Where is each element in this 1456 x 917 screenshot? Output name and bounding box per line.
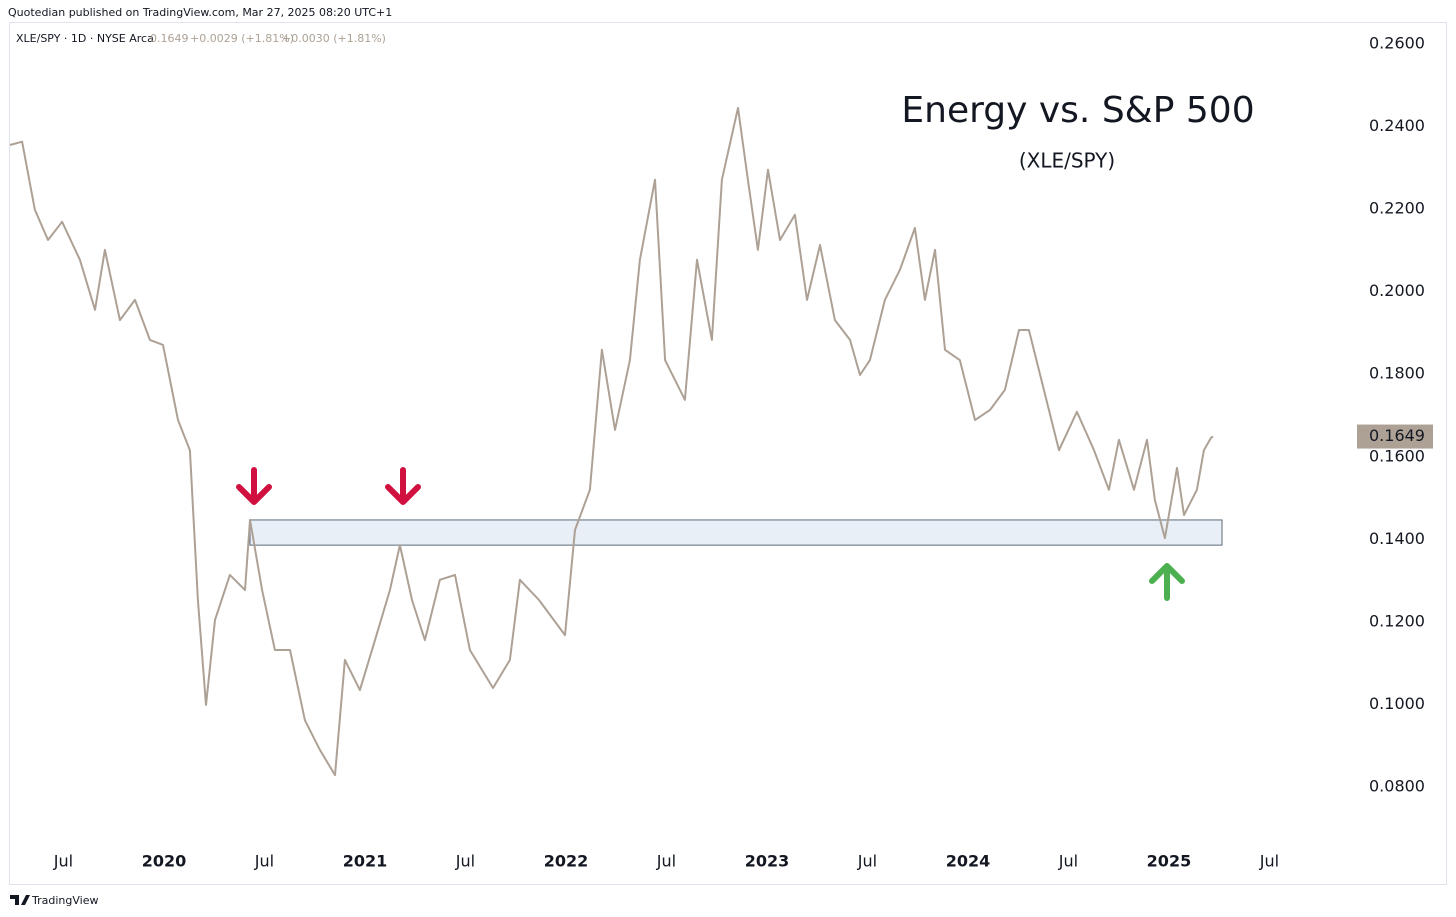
chart-subtitle: (XLE/SPY) bbox=[1019, 149, 1115, 173]
y-tick-label: 0.1000 bbox=[1369, 694, 1425, 713]
price: 0.1649 bbox=[150, 32, 189, 45]
y-tick-label: 0.1600 bbox=[1369, 446, 1425, 465]
price-line bbox=[9, 106, 1214, 777]
symbol: XLE/SPY · 1D · NYSE Arca bbox=[16, 32, 154, 45]
y-tick-label: 0.2400 bbox=[1369, 116, 1425, 135]
change: +0.0029 (+1.81%) bbox=[190, 32, 294, 45]
y-tick-label: 0.2200 bbox=[1369, 199, 1425, 218]
y-tick-label: 0.0800 bbox=[1369, 777, 1425, 796]
x-tick-label: Jul bbox=[1058, 852, 1078, 871]
last-price-label: 0.1649 bbox=[1369, 426, 1425, 445]
publisher: Quotedian published on TradingView.com, … bbox=[8, 6, 392, 19]
brand-logo bbox=[10, 895, 30, 905]
y-tick-label: 0.1200 bbox=[1369, 611, 1425, 630]
x-tick-label: 2025 bbox=[1147, 852, 1192, 871]
arrow-up bbox=[1149, 563, 1185, 601]
change-alt: +0.0030 (+1.81%) bbox=[282, 32, 386, 45]
x-tick-label: Jul bbox=[455, 852, 475, 871]
arrow-down bbox=[236, 467, 421, 505]
x-tick-label: Jul bbox=[53, 852, 73, 871]
footer: TradingView bbox=[10, 894, 98, 907]
y-tick-label: 0.2600 bbox=[1369, 33, 1425, 52]
y-tick-label: 0.1800 bbox=[1369, 364, 1425, 383]
x-tick-label: Jul bbox=[1259, 852, 1279, 871]
x-tick-label: 2023 bbox=[745, 852, 790, 871]
y-tick-label: 0.2000 bbox=[1369, 281, 1425, 300]
chart-title: Energy vs. S&P 500 bbox=[901, 90, 1254, 131]
chart-frame bbox=[9, 22, 1447, 885]
y-tick-label: 0.1400 bbox=[1369, 529, 1425, 548]
x-tick-label: 2024 bbox=[946, 852, 991, 871]
last-price-badge bbox=[1357, 424, 1433, 449]
x-tick-label: Jul bbox=[254, 852, 274, 871]
x-tick-label: 2021 bbox=[343, 852, 388, 871]
x-tick-label: Jul bbox=[857, 852, 877, 871]
brand: TradingView bbox=[31, 894, 98, 907]
x-tick-label: 2020 bbox=[142, 852, 187, 871]
x-tick-label: 2022 bbox=[544, 852, 589, 871]
support-zone bbox=[249, 519, 1223, 546]
x-tick-label: Jul bbox=[656, 852, 676, 871]
